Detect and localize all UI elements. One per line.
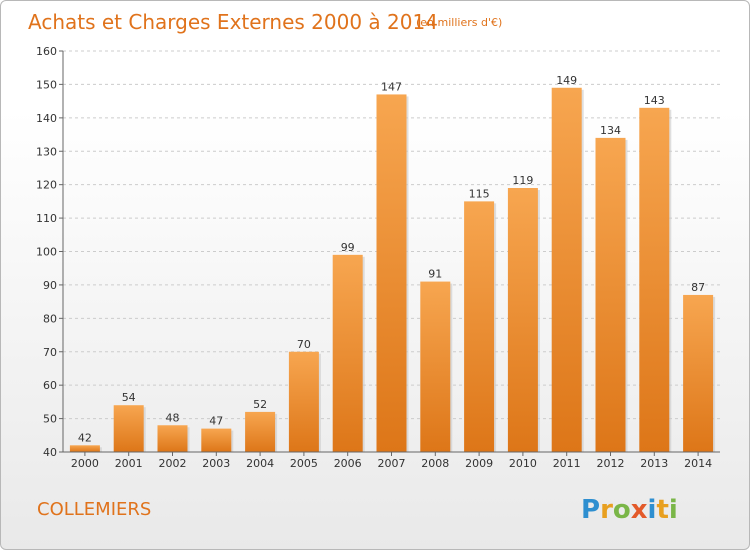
- data-label-2014: 87: [691, 281, 705, 294]
- chart-title: Achats et Charges Externes 2000 à 2014: [28, 10, 438, 34]
- data-label-2001: 54: [122, 391, 136, 404]
- data-label-2000: 42: [78, 431, 92, 444]
- x-tick-label-2000: 2000: [71, 457, 99, 470]
- data-label-2012: 134: [600, 124, 621, 137]
- bar-2007: [376, 94, 407, 453]
- y-tick-label: 130: [36, 145, 57, 158]
- commune-name: COLLEMIERS: [37, 499, 151, 520]
- bar-2000: [69, 445, 100, 452]
- data-label-2003: 47: [209, 415, 223, 428]
- bar-2010: [507, 188, 538, 452]
- y-tick-label: 150: [36, 78, 57, 91]
- bar-2003: [201, 428, 232, 452]
- axes: [59, 50, 720, 456]
- y-tick-label: 70: [43, 346, 57, 359]
- bar-2004: [245, 411, 276, 452]
- bar-2005: [288, 351, 319, 452]
- bar-2002: [157, 425, 188, 452]
- y-tick-label: 100: [36, 246, 57, 259]
- chart-subtitle: (en milliers d'€): [416, 16, 502, 29]
- data-label-2013: 143: [644, 94, 665, 107]
- bar-2008: [420, 281, 451, 452]
- logo-letter: i: [648, 495, 657, 525]
- data-label-2002: 48: [166, 411, 180, 424]
- proxiti-logo: Proxiti: [581, 495, 678, 525]
- y-tick-label: 110: [36, 212, 57, 225]
- logo-letter: r: [600, 495, 613, 525]
- data-label-2010: 119: [512, 174, 533, 187]
- x-tick-label-2005: 2005: [290, 457, 318, 470]
- bar-2009: [464, 201, 495, 452]
- x-tick-label-2007: 2007: [378, 457, 406, 470]
- y-tick-label: 90: [43, 279, 57, 292]
- bar-2006: [332, 254, 363, 452]
- x-tick-label-2002: 2002: [159, 457, 187, 470]
- data-label-2004: 52: [253, 398, 267, 411]
- data-label-2006: 99: [341, 241, 355, 254]
- y-tick-label: 120: [36, 179, 57, 192]
- y-tick-label: 40: [43, 446, 57, 459]
- logo-letter: x: [631, 495, 648, 525]
- y-tick-label: 50: [43, 413, 57, 426]
- x-tick-label-2010: 2010: [509, 457, 537, 470]
- data-label-2005: 70: [297, 338, 311, 351]
- x-tick-label-2001: 2001: [115, 457, 143, 470]
- logo-letter: i: [669, 495, 678, 525]
- x-tick-label-2006: 2006: [334, 457, 362, 470]
- y-tick-label: 80: [43, 312, 57, 325]
- y-tick-label: 160: [36, 45, 57, 58]
- x-tick-label-2013: 2013: [640, 457, 668, 470]
- bar-2013: [639, 107, 670, 452]
- data-label-2009: 115: [469, 187, 490, 200]
- data-label-2008: 91: [428, 268, 442, 281]
- logo-letter: t: [656, 495, 668, 525]
- logo-letter: P: [581, 495, 600, 525]
- x-tick-label-2004: 2004: [246, 457, 274, 470]
- y-tick-label: 140: [36, 112, 57, 125]
- x-tick-label-2008: 2008: [421, 457, 449, 470]
- x-tick-label-2014: 2014: [684, 457, 712, 470]
- x-tick-label-2003: 2003: [202, 457, 230, 470]
- logo-letter: o: [613, 495, 631, 525]
- data-label-2007: 147: [381, 80, 402, 93]
- x-tick-label-2011: 2011: [553, 457, 581, 470]
- bar-2012: [595, 137, 626, 452]
- x-tick-label-2009: 2009: [465, 457, 493, 470]
- bars: [69, 87, 716, 453]
- bar-2011: [551, 87, 582, 452]
- y-tick-label: 60: [43, 379, 57, 392]
- bar-2001: [113, 405, 144, 452]
- bar-2014: [683, 294, 714, 452]
- labels: 40 50 60 70 80 90 100 110 120 130 140 150 160 42 2000 5…: [36, 45, 712, 470]
- data-label-2011: 149: [556, 74, 577, 87]
- x-tick-label-2012: 2012: [597, 457, 625, 470]
